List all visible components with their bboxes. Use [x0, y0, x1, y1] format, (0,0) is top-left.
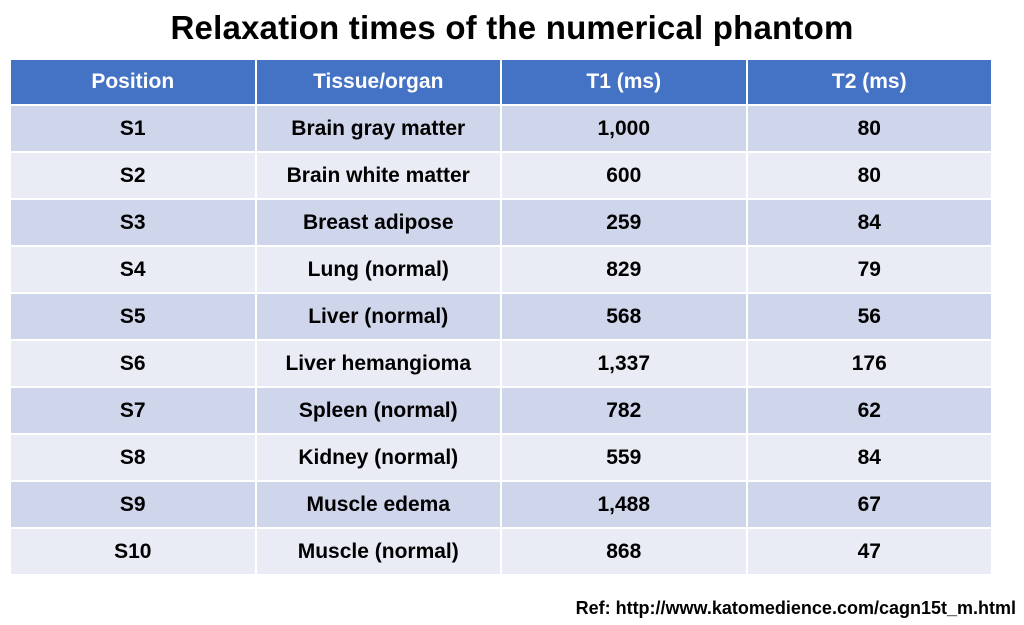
cell-position: S2 — [9, 151, 257, 200]
page-title: Relaxation times of the numerical phanto… — [170, 9, 854, 46]
cell-t2: 84 — [745, 198, 993, 247]
cell-t1: 1,000 — [500, 104, 748, 153]
relaxation-times-table: Position Tissue/organ T1 (ms) T2 (ms) S1… — [9, 58, 993, 576]
table-header-row: Position Tissue/organ T1 (ms) T2 (ms) — [9, 58, 993, 106]
cell-tissue: Lung (normal) — [254, 245, 502, 294]
table-row: S1 Brain gray matter 1,000 80 — [9, 104, 993, 153]
cell-tissue: Muscle edema — [254, 480, 502, 529]
cell-t2: 62 — [745, 386, 993, 435]
column-header-tissue: Tissue/organ — [254, 58, 502, 106]
cell-position: S1 — [9, 104, 257, 153]
cell-t1: 1,488 — [500, 480, 748, 529]
cell-t1: 1,337 — [500, 339, 748, 388]
cell-tissue: Brain white matter — [254, 151, 502, 200]
table-row: S6 Liver hemangioma 1,337 176 — [9, 339, 993, 388]
column-header-t2: T2 (ms) — [745, 58, 993, 106]
column-header-position: Position — [9, 58, 257, 106]
cell-t1: 829 — [500, 245, 748, 294]
cell-t2: 176 — [745, 339, 993, 388]
cell-position: S6 — [9, 339, 257, 388]
cell-t1: 559 — [500, 433, 748, 482]
table-row: S7 Spleen (normal) 782 62 — [9, 386, 993, 435]
column-header-t1: T1 (ms) — [500, 58, 748, 106]
cell-t1: 868 — [500, 527, 748, 576]
table-row: S9 Muscle edema 1,488 67 — [9, 480, 993, 529]
table-row: S8 Kidney (normal) 559 84 — [9, 433, 993, 482]
cell-position: S4 — [9, 245, 257, 294]
cell-t2: 80 — [745, 104, 993, 153]
cell-tissue: Muscle (normal) — [254, 527, 502, 576]
cell-tissue: Liver (normal) — [254, 292, 502, 341]
cell-position: S3 — [9, 198, 257, 247]
cell-position: S7 — [9, 386, 257, 435]
reference-citation: Ref: http://www.katomedience.com/cagn15t… — [575, 598, 1016, 618]
cell-tissue: Brain gray matter — [254, 104, 502, 153]
cell-t1: 568 — [500, 292, 748, 341]
cell-t2: 67 — [745, 480, 993, 529]
cell-position: S8 — [9, 433, 257, 482]
cell-tissue: Liver hemangioma — [254, 339, 502, 388]
cell-tissue: Breast adipose — [254, 198, 502, 247]
cell-position: S5 — [9, 292, 257, 341]
cell-tissue: Spleen (normal) — [254, 386, 502, 435]
table-row: S3 Breast adipose 259 84 — [9, 198, 993, 247]
cell-t1: 600 — [500, 151, 748, 200]
cell-t1: 259 — [500, 198, 748, 247]
table-row: S5 Liver (normal) 568 56 — [9, 292, 993, 341]
cell-t2: 80 — [745, 151, 993, 200]
table-row: S10 Muscle (normal) 868 47 — [9, 527, 993, 576]
table-row: S2 Brain white matter 600 80 — [9, 151, 993, 200]
cell-t2: 56 — [745, 292, 993, 341]
cell-tissue: Kidney (normal) — [254, 433, 502, 482]
cell-position: S10 — [9, 527, 257, 576]
cell-t2: 84 — [745, 433, 993, 482]
cell-t2: 79 — [745, 245, 993, 294]
cell-t2: 47 — [745, 527, 993, 576]
cell-position: S9 — [9, 480, 257, 529]
cell-t1: 782 — [500, 386, 748, 435]
table-row: S4 Lung (normal) 829 79 — [9, 245, 993, 294]
